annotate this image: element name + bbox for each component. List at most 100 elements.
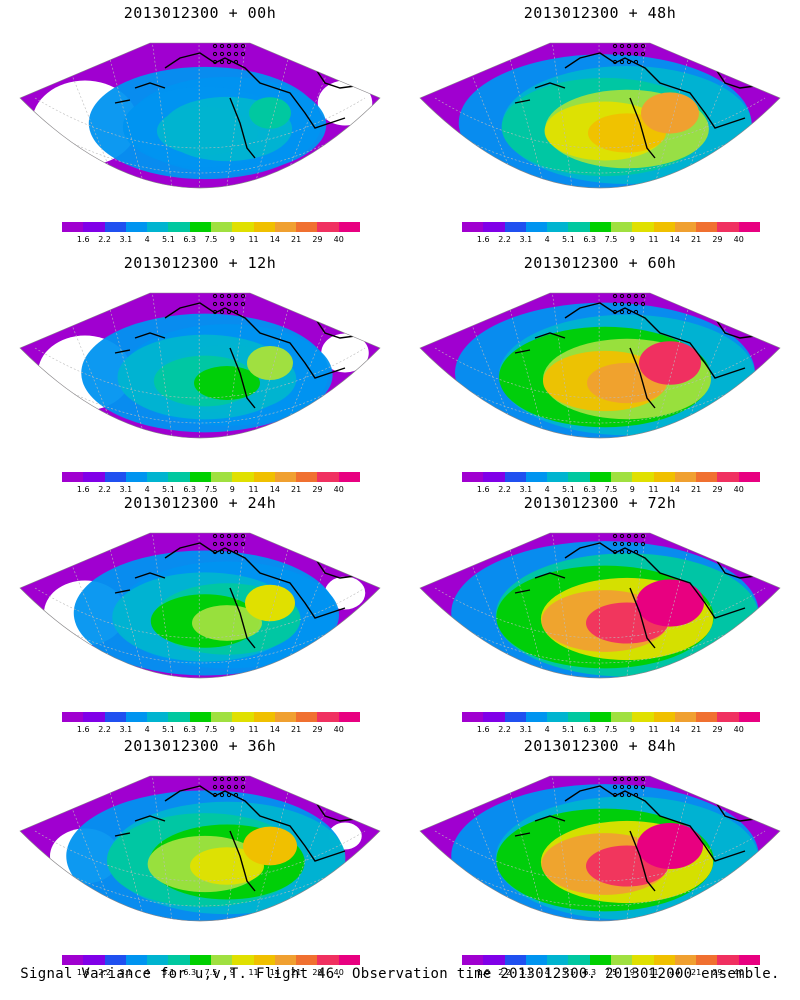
island [212, 51, 218, 57]
colorbar-cell [338, 222, 360, 232]
polar-map [419, 532, 781, 679]
colorbar-tick-label: 40 [333, 725, 344, 734]
colorbar-cell [462, 472, 484, 482]
colorbar-tick-label: 4 [544, 968, 550, 977]
island [640, 51, 646, 57]
colorbar-tick-label: 40 [333, 235, 344, 244]
colorbar-cell [274, 712, 297, 722]
panel-title: 2013012300 + 60h [523, 254, 677, 272]
colorbar [462, 472, 760, 482]
colorbar-tick-label: 5.1 [562, 725, 575, 734]
colorbar-cell [462, 222, 484, 232]
graticule-line [34, 855, 366, 907]
colorbar-cell [696, 712, 718, 722]
colorbar-cell [125, 472, 148, 482]
graticule-line [102, 533, 152, 678]
colorbar-cell [696, 472, 718, 482]
colorbar-tick-label: 3.1 [119, 725, 133, 734]
colorbar-labels: 1.6 2.2 3.1 4 5.1 6.3 7.5 9 11 14 21 29 40 [462, 968, 760, 978]
graticule-line [434, 830, 766, 882]
island [640, 43, 646, 49]
colorbar-cell [62, 712, 84, 722]
island [626, 293, 632, 299]
colorbar-tick-label: 21 [291, 235, 302, 244]
graticule-line [647, 293, 696, 438]
island [226, 43, 232, 49]
island [226, 792, 232, 798]
figure-caption: Signal Variance for u,v,T. Flight 46. Ob… [20, 966, 780, 982]
graticule-line [434, 97, 766, 149]
colorbar-cell [125, 955, 148, 965]
island [640, 301, 646, 307]
colorbar-tick-label: 14 [669, 485, 680, 494]
island [219, 293, 225, 299]
island [633, 59, 639, 65]
colorbar-cell [589, 955, 611, 965]
graticule-line [647, 776, 696, 921]
colorbar-cell [189, 222, 211, 232]
colorbar-tick-label: 5.1 [562, 968, 575, 977]
colorbar-cell [674, 222, 697, 232]
map-outline [419, 292, 781, 439]
colorbar-tick-label: 40 [733, 725, 744, 734]
colorbar-cell [317, 955, 339, 965]
island [633, 792, 639, 798]
polar-map [19, 42, 381, 189]
coastline [114, 785, 356, 892]
forecast-panel: 2013012300 + 12h 1.6 2.2 3.1 4 5.1 6.3 7.5 9 11 14… [0, 250, 400, 494]
island [212, 792, 218, 798]
colorbar-cell [610, 472, 633, 482]
island [212, 309, 218, 315]
island [626, 533, 632, 539]
colorbar-cell [525, 955, 548, 965]
coastline [514, 542, 756, 649]
island [240, 784, 246, 790]
colorbar-tick-label: 40 [733, 235, 744, 244]
island [233, 43, 239, 49]
colorbar-cell [568, 955, 590, 965]
colorbar-tick-label: 14 [269, 485, 280, 494]
island [626, 59, 632, 65]
island [612, 549, 618, 555]
colorbar-tick-label: 2.2 [498, 968, 511, 977]
island [633, 549, 639, 555]
map-outline [19, 775, 381, 922]
colorbar-tick-label: 40 [733, 485, 744, 494]
forecast-panel: 2013012300 + 72h 1.6 2.2 3.1 4 5.1 6.3 7.5 9 11 14… [400, 490, 800, 734]
colorbar-tick-label: 11 [648, 235, 659, 244]
map-outline [19, 532, 381, 679]
panel-title: 2013012300 + 72h [523, 494, 677, 512]
colorbar-tick-label: 3.1 [119, 968, 133, 977]
colorbar-cell [610, 955, 633, 965]
colorbar-cell [610, 712, 633, 722]
island [233, 51, 239, 57]
colorbar-tick-label: 21 [691, 485, 702, 494]
island [233, 792, 239, 798]
colorbar-cell [168, 955, 190, 965]
graticule-line [34, 122, 366, 174]
polar-map [419, 775, 781, 922]
graticule-line [34, 372, 366, 424]
colorbar-tick-label: 2.2 [98, 485, 111, 494]
colorbar-tick-label: 29 [312, 968, 323, 977]
colorbar-tick-label: 6.3 [583, 485, 597, 494]
island [612, 541, 618, 547]
colorbar-cell [632, 222, 654, 232]
colorbar-cell [253, 955, 275, 965]
colorbar-cell [232, 222, 254, 232]
colorbar [62, 955, 360, 965]
variance-hotspot [247, 346, 293, 380]
island [612, 51, 618, 57]
island [212, 541, 218, 547]
colorbar-cell [317, 472, 339, 482]
island [219, 541, 225, 547]
colorbar-cell [738, 222, 760, 232]
colorbar-tick-label: 9 [629, 725, 635, 734]
variance-hotspot [249, 97, 291, 129]
island [633, 533, 639, 539]
graticule-line [434, 855, 766, 907]
colorbar-tick-label: 5.1 [162, 235, 175, 244]
colorbar-tick-label: 21 [291, 725, 302, 734]
colorbar-tick-label: 3.1 [119, 235, 133, 244]
colorbar-cell [62, 222, 84, 232]
